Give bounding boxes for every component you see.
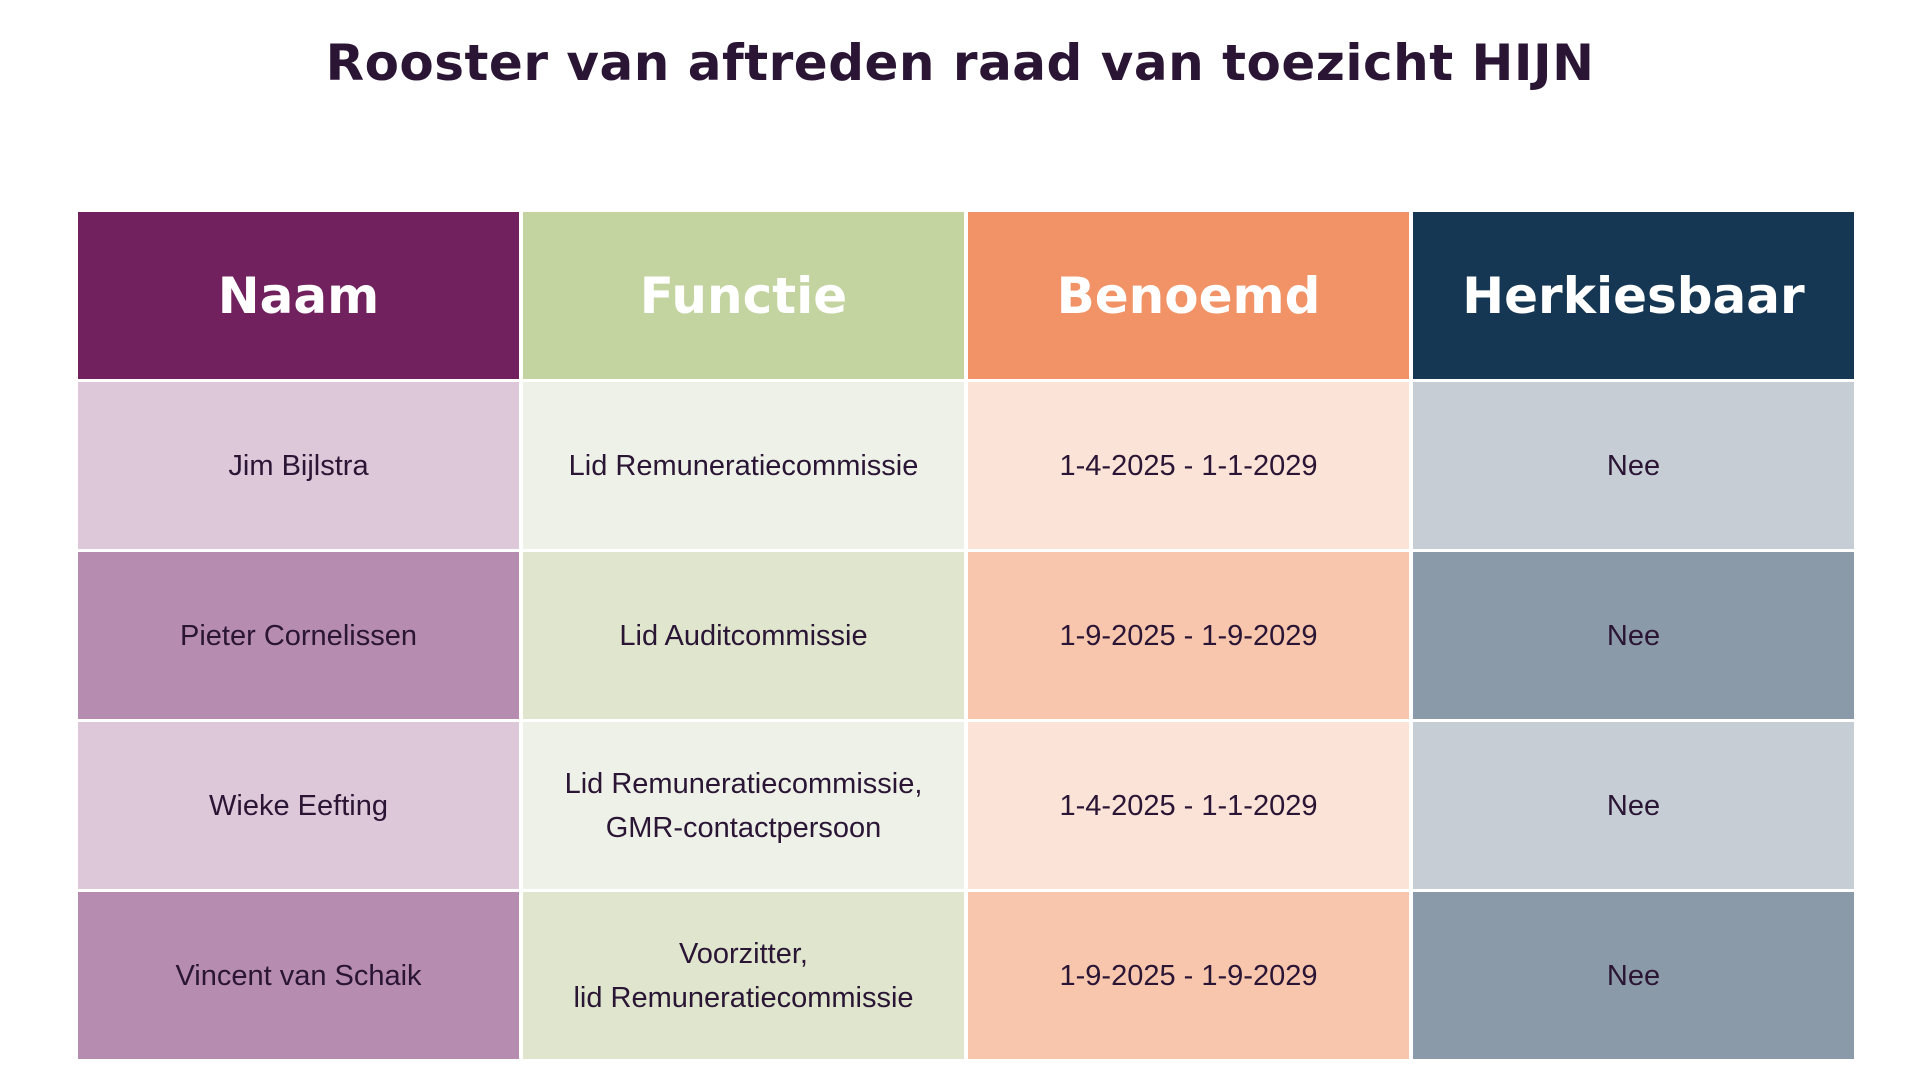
functie-line: Lid Auditcommissie [619, 619, 868, 652]
table-cell-functie: Voorzitter, lid Remuneratiecommissie [523, 892, 964, 1059]
table-cell-benoemd: 1-9-2025 - 1-9-2029 [968, 552, 1409, 719]
page-title: Rooster van aftreden raad van toezicht H… [325, 34, 1595, 92]
functie-line: Voorzitter, [679, 937, 808, 970]
table-cell-benoemd: 1-4-2025 - 1-1-2029 [968, 382, 1409, 549]
table-cell-naam: Pieter Cornelissen [78, 552, 519, 719]
table-cell-functie: Lid Remuneratiecommissie, GMR-contactper… [523, 722, 964, 889]
table-cell-naam: Vincent van Schaik [78, 892, 519, 1059]
table-cell-herkiesbaar: Nee [1413, 382, 1854, 549]
functie-line: GMR-contactpersoon [605, 811, 882, 844]
table-cell-functie: Lid Remuneratiecommissie [523, 382, 964, 549]
column-header-functie: Functie [523, 212, 964, 379]
table-cell-functie: Lid Auditcommissie [523, 552, 964, 719]
resignation-schedule-table: Naam Functie Benoemd Herkiesbaar Jim Bij… [78, 212, 1854, 1059]
table-cell-herkiesbaar: Nee [1413, 552, 1854, 719]
column-header-herkiesbaar: Herkiesbaar [1413, 212, 1854, 379]
table-cell-benoemd: 1-4-2025 - 1-1-2029 [968, 722, 1409, 889]
functie-line: Lid Remuneratiecommissie [568, 449, 919, 482]
table-cell-herkiesbaar: Nee [1413, 892, 1854, 1059]
functie-line: Lid Remuneratiecommissie, [564, 767, 923, 800]
column-header-naam: Naam [78, 212, 519, 379]
functie-line: lid Remuneratiecommissie [573, 981, 914, 1014]
table-cell-naam: Jim Bijlstra [78, 382, 519, 549]
column-header-benoemd: Benoemd [968, 212, 1409, 379]
table-cell-naam: Wieke Eefting [78, 722, 519, 889]
table-cell-benoemd: 1-9-2025 - 1-9-2029 [968, 892, 1409, 1059]
table-cell-herkiesbaar: Nee [1413, 722, 1854, 889]
